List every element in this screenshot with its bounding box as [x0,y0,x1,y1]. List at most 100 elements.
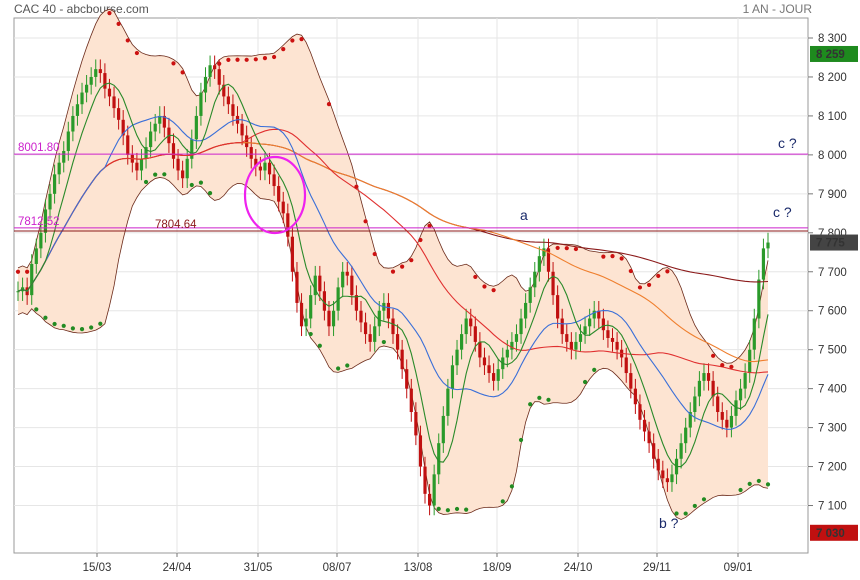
candle-body [39,232,43,249]
sar-dot [701,497,707,502]
candle-body [135,162,139,171]
candle-body [327,310,331,327]
candle-body [194,115,198,140]
candle-body [217,69,221,85]
candle-body [377,310,381,327]
sar-dot [747,481,752,486]
candle-body [272,174,276,187]
candle-body [761,248,766,280]
sar-dot [381,339,386,345]
sar-dot [518,437,524,443]
candle-body [75,104,80,116]
candle-body [610,337,615,342]
candle-body [359,310,363,323]
candle-body [414,412,418,436]
candle-body [519,318,523,335]
annotations: 8001.80 7812.52 7804.64 a c ? c ? b ? [18,135,797,531]
candle-body [556,295,560,319]
candle-body [254,158,258,167]
candle-body [427,493,432,506]
y-tick-label: 7 700 [818,267,847,279]
sar-dot [271,54,277,60]
sar-dot [207,191,213,196]
mm50-line [17,128,769,374]
timeframe-label[interactable]: 1 AN - JOUR [742,2,812,16]
sar-dot [628,268,633,274]
y-tick-label: 7 300 [818,423,847,435]
candle-body [423,466,427,494]
candle-body [592,310,596,319]
candle-body [52,174,57,194]
sar-dot [509,484,515,489]
sar-dot [454,506,460,512]
candle-body [615,341,619,350]
candle-body [107,88,112,97]
mm20-line [17,115,769,430]
candle-body [405,369,409,389]
sar-dot [720,362,725,368]
sar-dot [153,172,158,177]
sar-dot [711,353,716,358]
candle-body [757,279,761,319]
sar-dot [15,269,21,274]
sar-dot [610,254,615,259]
price-badge [810,45,858,62]
candle-body [199,92,203,116]
bollinger-lower [17,177,769,520]
sar-dot [546,397,551,402]
x-tick-label: 09/01 [724,562,753,574]
candle-body [304,318,308,327]
wave-annotation: a [520,207,528,223]
sar-dot [692,503,697,509]
x-tick-label: 29/11 [643,562,671,574]
bollinger-upper [17,8,769,364]
y-tick-label: 7 200 [818,462,847,474]
candle-body [66,131,70,151]
candle-body [738,388,743,401]
sar-dot [592,367,597,373]
sar-dot [445,508,450,513]
candle-body [633,388,637,405]
sar-dot [171,61,176,66]
candle-body [418,435,423,467]
candle-body [446,388,450,416]
candle-body [597,310,601,319]
sar-dot [189,182,194,188]
y-tick-label: 7 400 [818,384,847,396]
y-tick-label: 8 100 [818,111,847,123]
sar-dot [317,343,322,348]
x-tick-label: 18/09 [483,562,512,574]
sar-dot [656,273,661,279]
candle-body [354,295,359,311]
price-badge [810,234,858,251]
candle-body [400,349,404,370]
candle-body [341,271,345,288]
candle-body [71,115,75,132]
candle-body [697,380,702,397]
candle-body [144,147,148,159]
candle-body [642,419,647,432]
candle-body [258,166,262,171]
candle-body [569,341,573,350]
sar-dot [400,264,405,269]
sar-dot [226,57,231,63]
candle-body [309,295,313,319]
sar-dot [326,102,332,107]
sar-dot [107,11,112,16]
sar-dot [125,38,130,43]
price-badge-label: 7 030 [816,528,845,540]
x-tick-label: 24/04 [163,562,192,574]
sar-dot [537,395,542,400]
candle-body [139,158,144,171]
candle-body [185,158,189,179]
candle-body [62,150,66,163]
sar-dot [52,321,57,327]
candle-body [245,135,249,148]
sar-dot [683,511,688,516]
candle-body [665,478,669,483]
x-axis: 15/03 24/04 31/05 08/07 13/08 18/09 24/10 29/11… [83,553,753,574]
sar-dot [409,258,414,263]
candle-body [601,318,605,331]
candle-body [752,318,756,350]
